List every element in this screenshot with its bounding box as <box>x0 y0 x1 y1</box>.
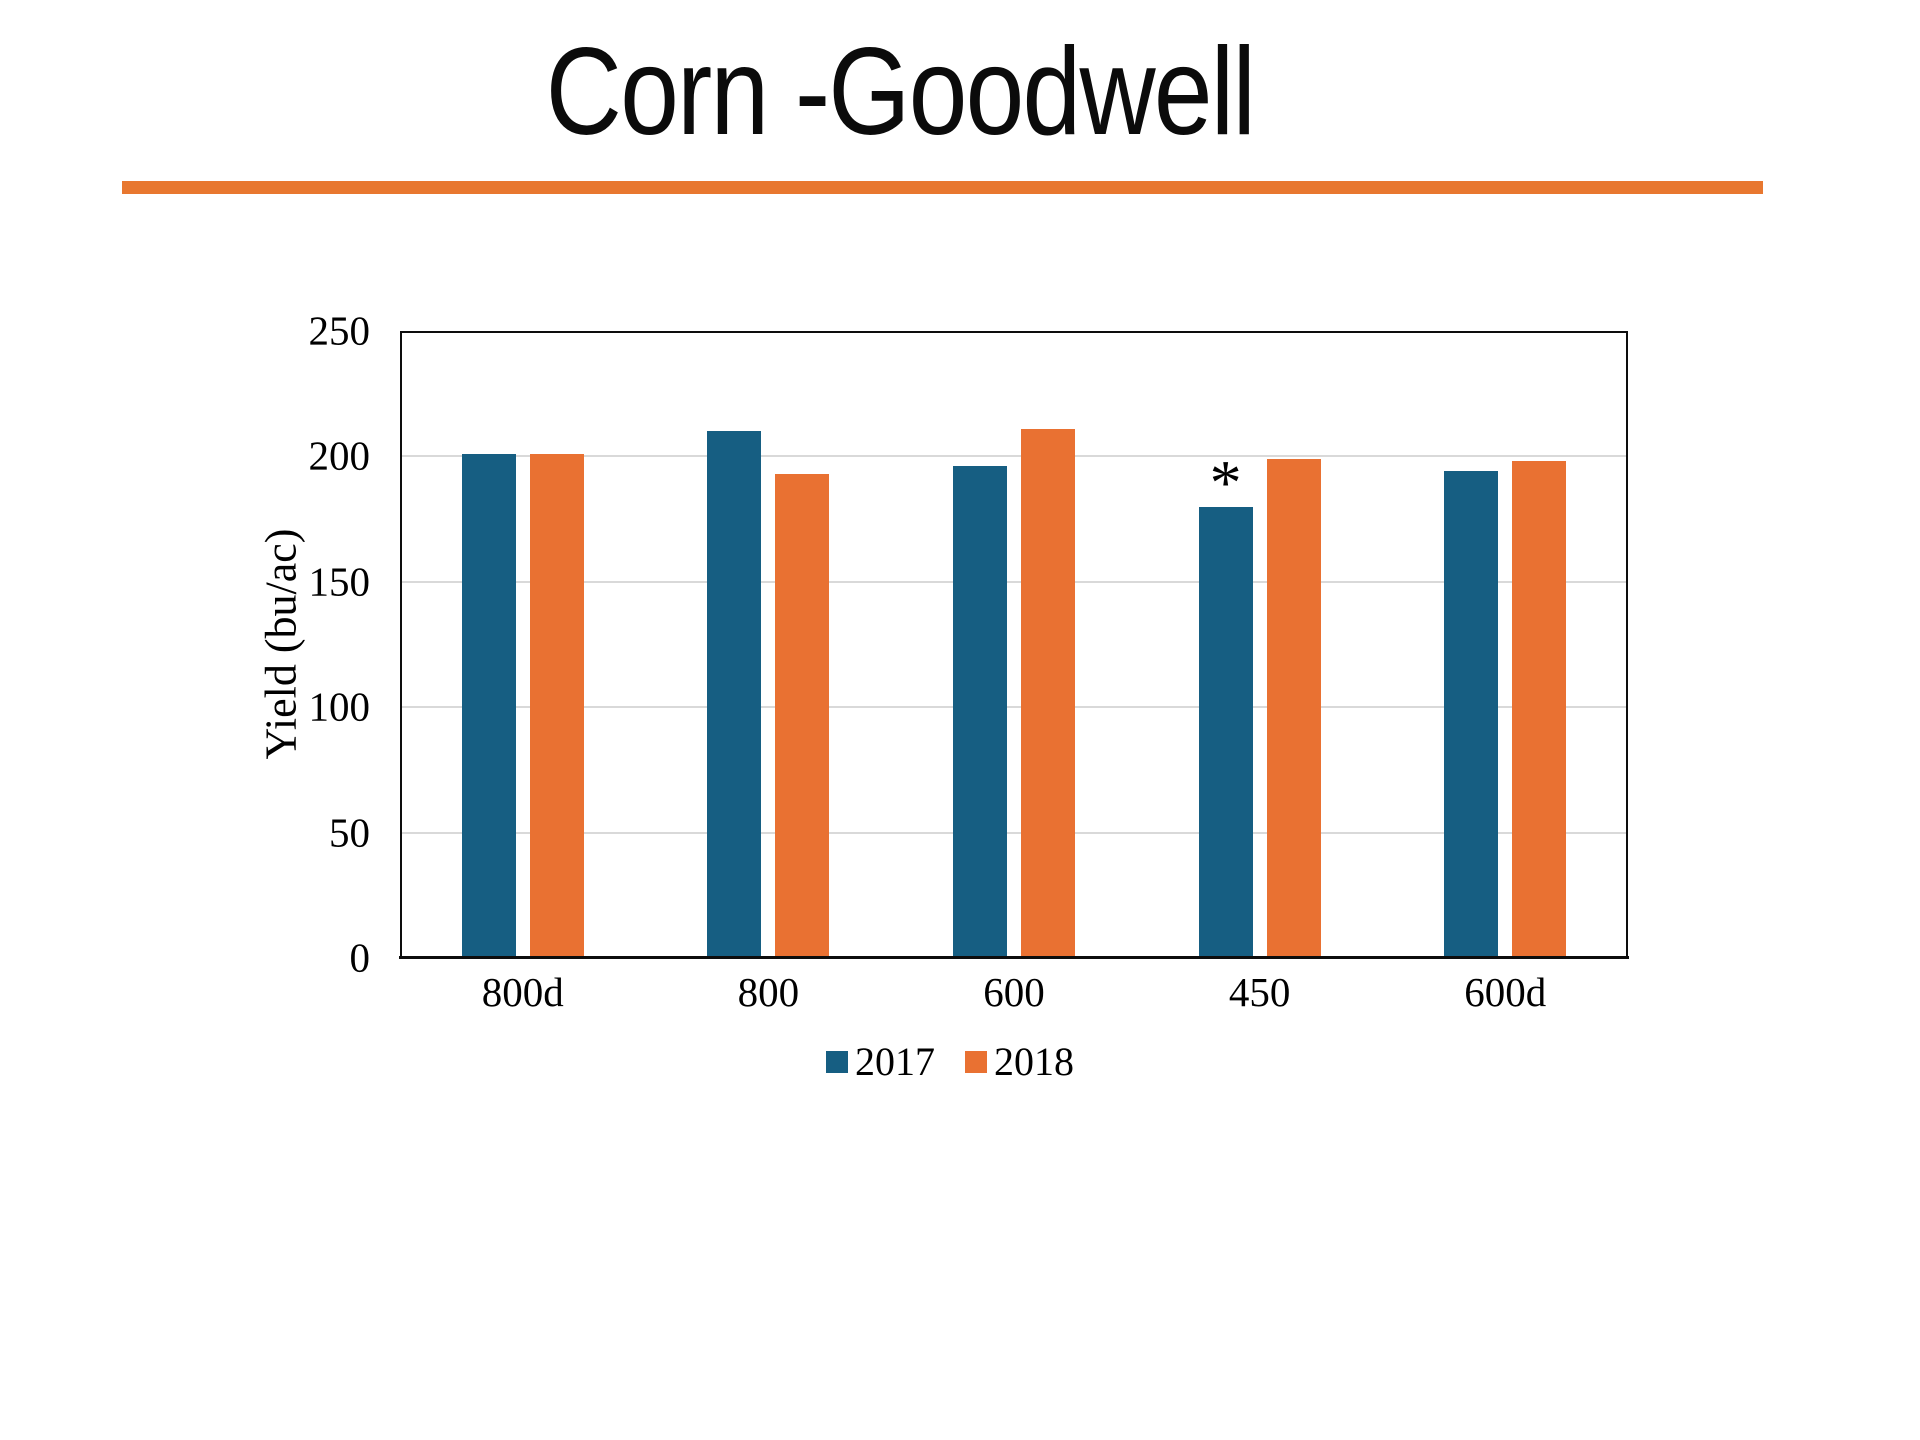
gridline <box>402 706 1626 709</box>
y-tick-label: 50 <box>329 809 370 856</box>
bar-2018-600 <box>1021 428 1075 958</box>
x-tick-label: 800d <box>481 969 564 1015</box>
title-underline <box>122 181 1763 194</box>
legend: 2017 2018 <box>826 1042 1074 1082</box>
y-tick-label: 150 <box>308 558 371 605</box>
bar-2018-800 <box>775 473 830 958</box>
bar-2017-450 <box>1198 506 1253 958</box>
bar-2018-800d <box>529 453 584 958</box>
x-tick-label: 600d <box>1464 969 1547 1015</box>
x-tick-label: 800 <box>737 969 800 1015</box>
y-tick-label: 100 <box>308 683 371 730</box>
legend-entry-2017: 2017 <box>826 1042 935 1082</box>
significance-asterisk: * <box>1209 446 1242 518</box>
bar-2017-600 <box>953 466 1007 958</box>
gridline <box>402 831 1626 834</box>
x-tick-label: 450 <box>1228 969 1291 1015</box>
bar-2018-600d <box>1512 461 1567 958</box>
y-tick-label: 250 <box>308 307 371 354</box>
bar-2018-450 <box>1266 458 1321 958</box>
y-tick-label: 0 <box>349 934 371 981</box>
bar-2017-600d <box>1444 471 1499 958</box>
y-axis-title: Yield (bu/ac) <box>256 528 306 760</box>
legend-swatch-icon <box>826 1051 848 1073</box>
gridline <box>402 455 1626 458</box>
legend-label: 2018 <box>994 1039 1074 1084</box>
legend-swatch-icon <box>965 1051 987 1073</box>
x-tick-label: 600 <box>983 969 1045 1015</box>
y-tick-label: 200 <box>308 432 371 479</box>
gridline <box>402 580 1626 583</box>
legend-entry-2018: 2018 <box>965 1042 1074 1082</box>
legend-label: 2017 <box>855 1039 935 1084</box>
x-axis-line <box>399 956 1629 959</box>
page-title: Corn -Goodwell <box>545 23 1256 161</box>
bar-2017-800 <box>707 431 762 958</box>
bar-2017-800d <box>461 453 516 958</box>
